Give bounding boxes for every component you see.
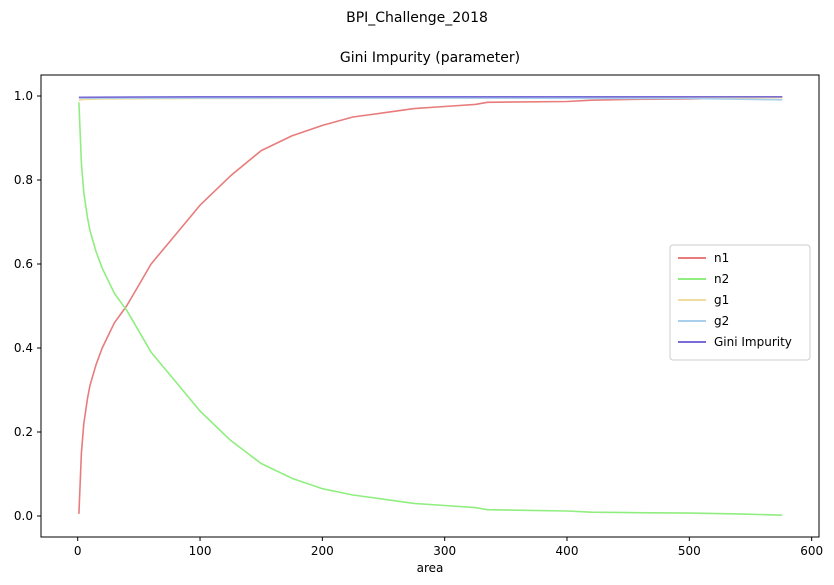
legend-box <box>669 244 811 361</box>
x-tick-label: 100 <box>189 544 212 558</box>
y-tick-label: 0.6 <box>14 257 33 271</box>
y-tick-label: 0.4 <box>14 341 33 355</box>
legend-label: g1 <box>714 293 729 307</box>
figure-suptitle: BPI_Challenge_2018 <box>346 10 488 26</box>
chart-title: Gini Impurity (parameter) <box>340 50 520 66</box>
y-tick-label: 0.2 <box>14 425 33 439</box>
x-tick-label: 0 <box>74 544 82 558</box>
legend-label: n1 <box>714 251 729 265</box>
legend: n1 n2 g1 g2 Gini Impurity <box>669 244 811 361</box>
y-axis-ticks: 0.0 0.2 0.4 0.6 0.8 1.0 <box>14 89 41 523</box>
y-tick-label: 0.8 <box>14 173 33 187</box>
series-line-g2 <box>78 97 783 101</box>
x-tick-label: 600 <box>800 544 823 558</box>
series-line-n1 <box>78 96 783 514</box>
series-line-gini-impurity <box>78 96 783 99</box>
x-tick-label: 200 <box>311 544 334 558</box>
y-tick-label: 1.0 <box>14 89 33 103</box>
x-tick-label: 400 <box>556 544 579 558</box>
x-tick-label: 300 <box>433 544 456 558</box>
legend-label: g2 <box>714 314 729 328</box>
plot-area-frame <box>40 74 820 538</box>
series-layer <box>78 96 783 516</box>
y-tick-label: 0.0 <box>14 509 33 523</box>
series-line-n2 <box>78 102 783 516</box>
x-axis-label: area <box>417 561 444 575</box>
legend-items: n1 n2 g1 g2 Gini Impurity <box>678 251 792 349</box>
x-axis-ticks: 0 100 200 300 400 500 600 <box>74 537 823 558</box>
x-tick-label: 500 <box>678 544 701 558</box>
legend-label: n2 <box>714 272 729 286</box>
legend-label: Gini Impurity <box>714 335 792 349</box>
